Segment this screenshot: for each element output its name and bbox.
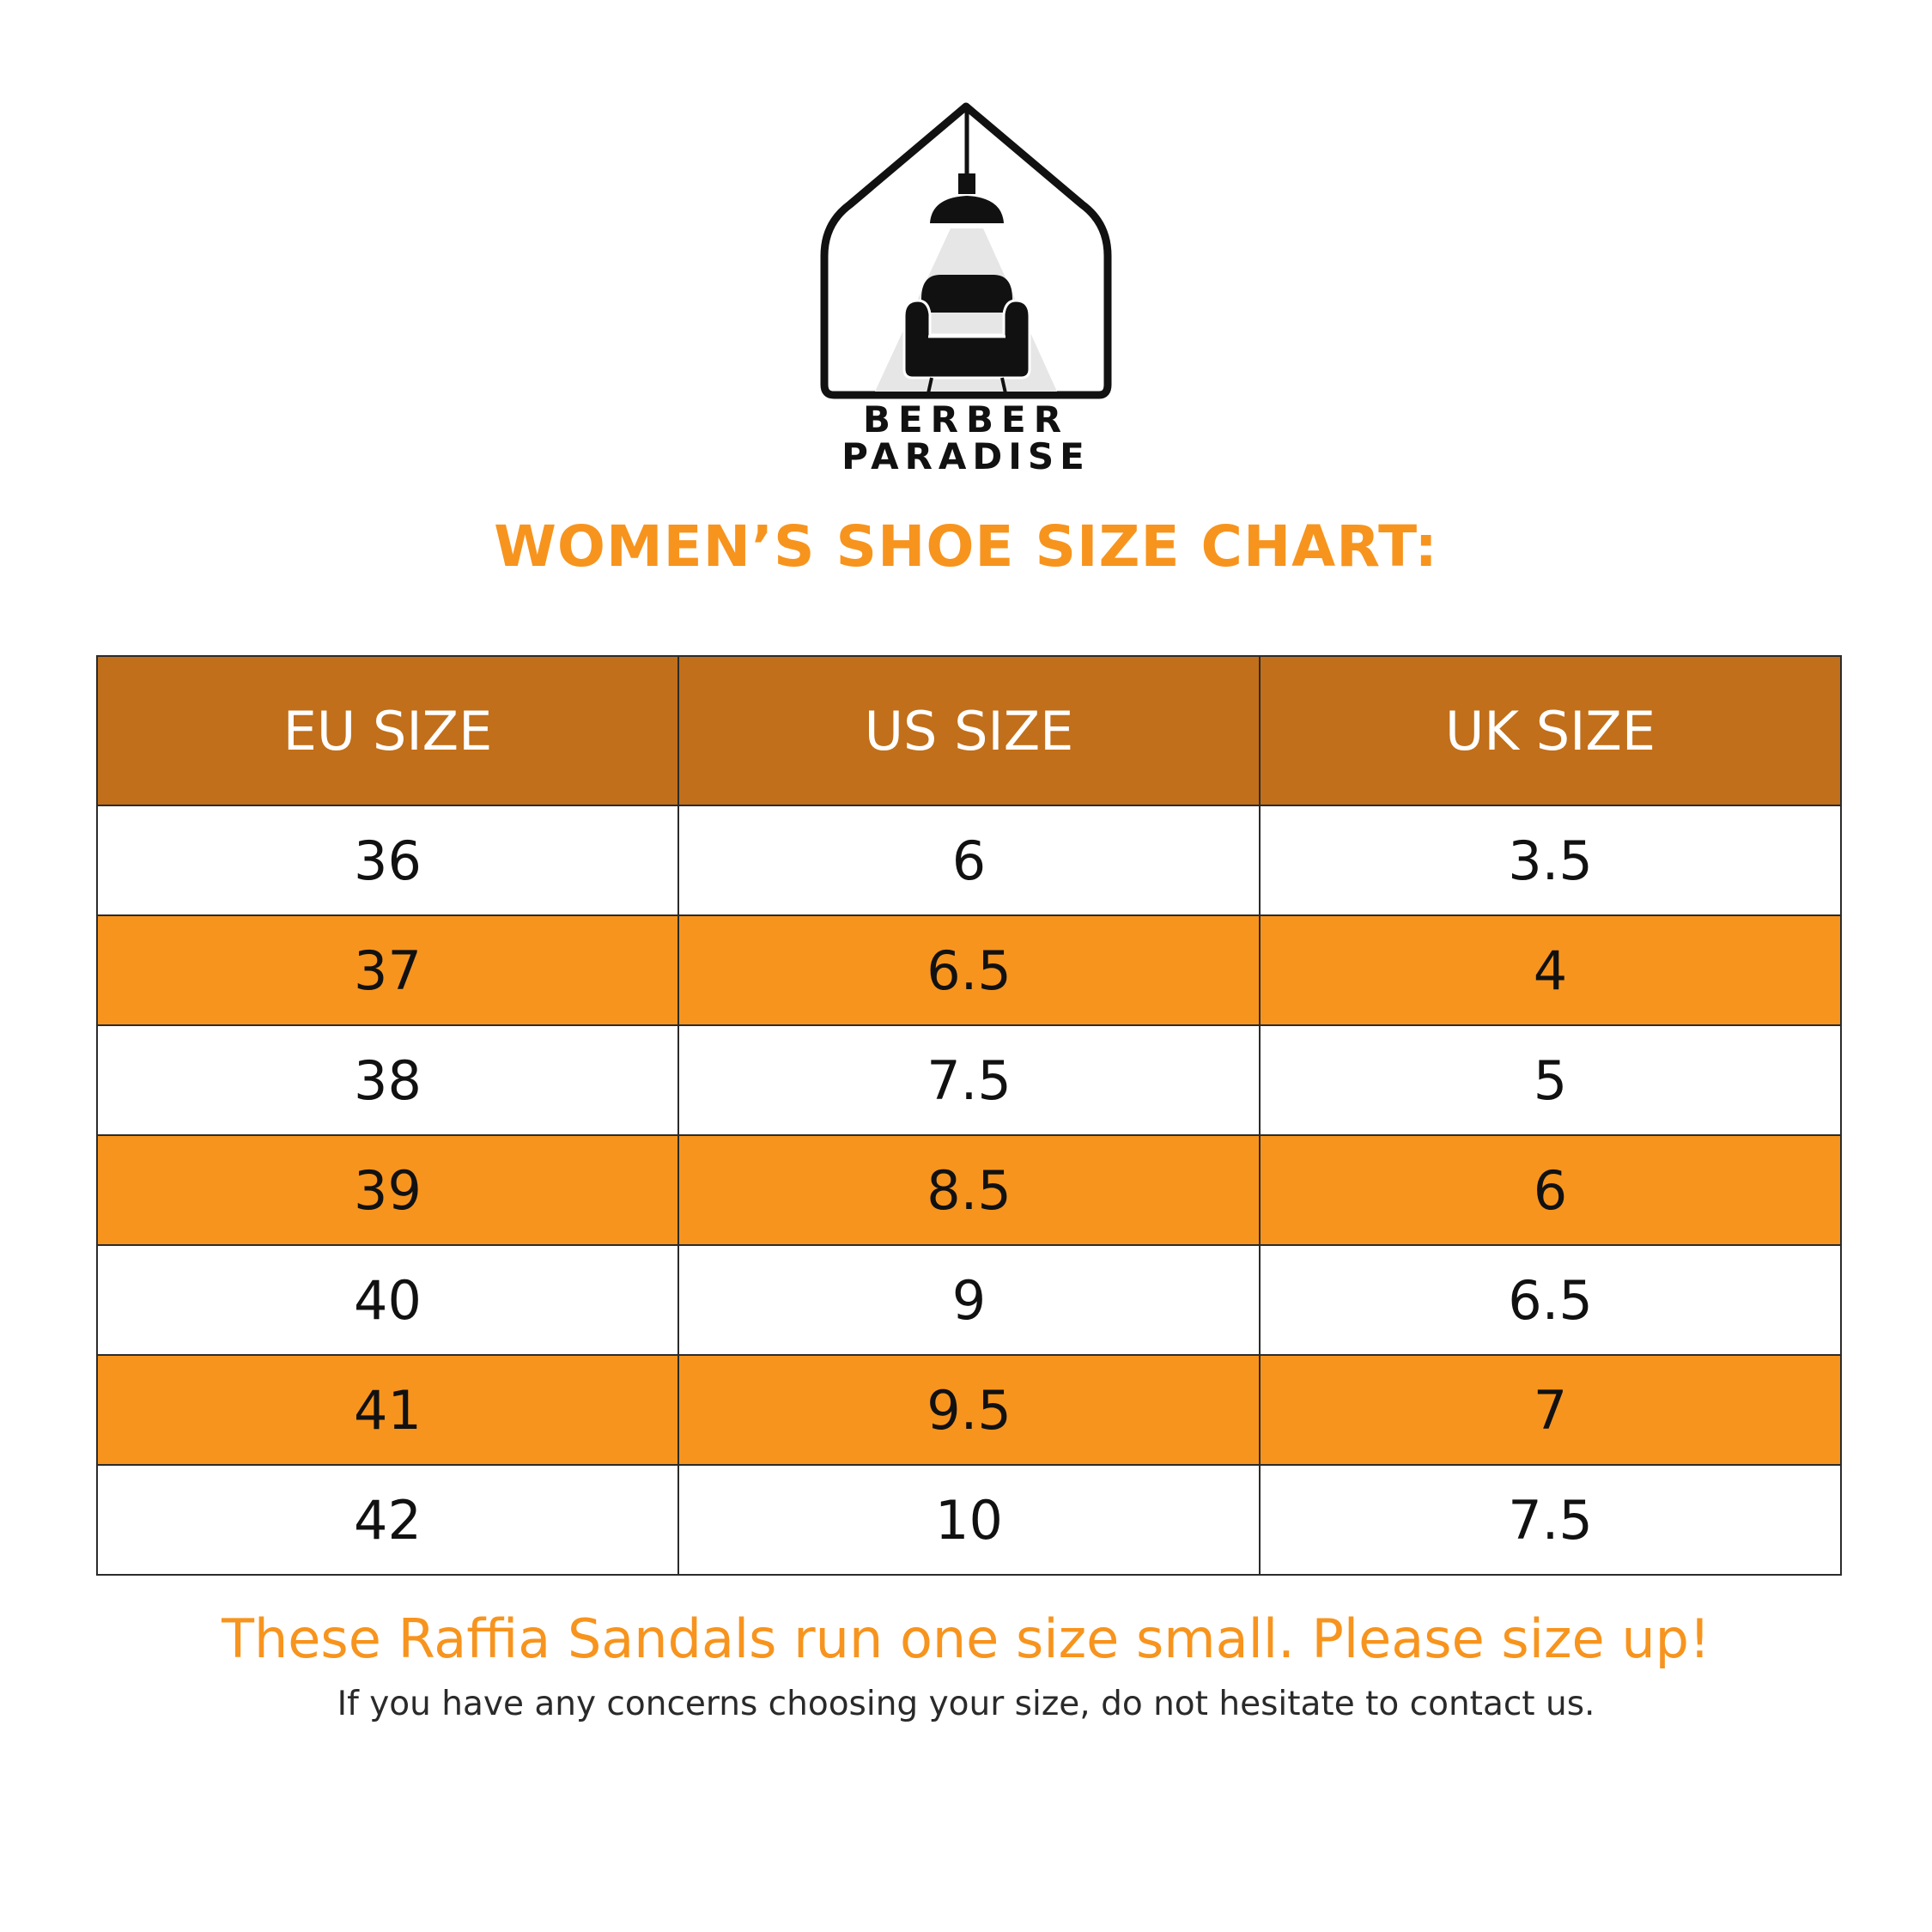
header-uk-size: UK SIZE [1259,655,1842,806]
table-row: 40 9 6.5 [96,1244,1842,1356]
cell-uk: 7.5 [1259,1464,1842,1576]
brand-line1: BERBER [863,398,1069,440]
cell-eu: 42 [96,1464,679,1576]
cell-us: 7.5 [677,1024,1261,1136]
table-row: 41 9.5 7 [96,1354,1842,1466]
cell-uk: 4 [1259,914,1842,1026]
cell-uk: 6 [1259,1134,1842,1246]
sizing-note: These Raffia Sandals run one size small.… [222,1607,1710,1670]
page-title: WOMEN’S SHOE SIZE CHART: [494,513,1438,580]
cell-eu: 37 [96,914,679,1026]
brand-line2: PARADISE [841,435,1091,477]
cell-us: 9 [677,1244,1261,1356]
cell-eu: 39 [96,1134,679,1246]
cell-eu: 38 [96,1024,679,1136]
header-eu-size: EU SIZE [96,655,679,806]
cell-us: 10 [677,1464,1261,1576]
cell-us: 8.5 [677,1134,1261,1246]
table-row: 39 8.5 6 [96,1134,1842,1246]
cell-us: 9.5 [677,1354,1261,1466]
cell-us: 6 [677,805,1261,916]
table-row: 42 10 7.5 [96,1464,1842,1576]
contact-note: If you have any concerns choosing your s… [337,1685,1595,1723]
cell-eu: 36 [96,805,679,916]
table-header-row: EU SIZE US SIZE UK SIZE [96,655,1842,806]
table-row: 37 6.5 4 [96,914,1842,1026]
brand-logo: BERBER PARADISE [820,101,1112,479]
cell-uk: 7 [1259,1354,1842,1466]
cell-eu: 40 [96,1244,679,1356]
lamp-armchair-house-icon: BERBER PARADISE [820,102,1112,477]
size-chart-table: EU SIZE US SIZE UK SIZE 36 6 3.5 37 6.5 … [96,655,1842,1576]
cell-uk: 5 [1259,1024,1842,1136]
table-row: 36 6 3.5 [96,805,1842,916]
cell-uk: 3.5 [1259,805,1842,916]
cell-eu: 41 [96,1354,679,1466]
cell-us: 6.5 [677,914,1261,1026]
cell-uk: 6.5 [1259,1244,1842,1356]
header-us-size: US SIZE [677,655,1261,806]
table-row: 38 7.5 5 [96,1024,1842,1136]
